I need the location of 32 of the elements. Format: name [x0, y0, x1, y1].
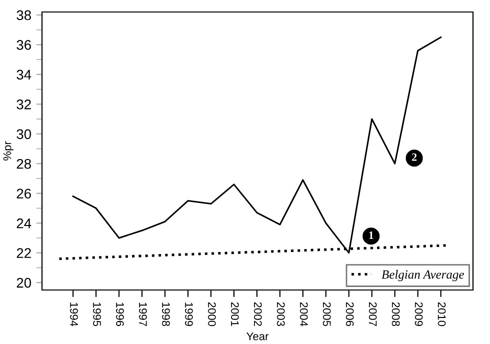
- x-tick-label: 1994: [70, 302, 78, 326]
- y-tick-label: 28: [16, 158, 31, 169]
- x-tick-label: 2010: [438, 302, 446, 326]
- annotation: 1: [369, 232, 374, 239]
- y-axis-title: %pr: [3, 141, 14, 160]
- y-tick-label: 38: [16, 10, 31, 20]
- y-tick-label: 32: [16, 100, 31, 110]
- x-tick-label: 2008: [392, 302, 400, 326]
- y-tick-label: 34: [16, 70, 32, 80]
- x-tick-label: 2004: [300, 302, 308, 326]
- x-tick-label: 2001: [230, 302, 239, 326]
- y-tick-label: 20: [16, 278, 32, 288]
- x-tick-label: 2000: [208, 302, 216, 326]
- x-tick-label: 1997: [139, 302, 147, 326]
- y-tick-label: 26: [16, 188, 31, 199]
- x-tick-label: 1999: [184, 302, 193, 326]
- x-tick-label: 2002: [254, 302, 262, 326]
- x-tick-label: 2009: [414, 302, 423, 326]
- y-tick-label: 30: [16, 129, 32, 140]
- x-tick-label: 1996: [116, 302, 124, 326]
- x-tick-label: 2007: [368, 302, 377, 326]
- x-tick-label: 1998: [162, 302, 170, 326]
- x-tick-label: 1995: [93, 302, 101, 326]
- y-tick-label: 36: [16, 40, 31, 50]
- annotation: 2: [412, 153, 417, 161]
- y-tick-label: 22: [16, 248, 31, 258]
- legend-label: Belgian Average: [382, 270, 464, 282]
- x-tick-label: 2003: [276, 302, 285, 326]
- x-axis-title: Year: [246, 332, 269, 340]
- y-tick-label: 24: [16, 218, 32, 228]
- x-tick-label: 2006: [346, 302, 354, 326]
- x-tick-label: 2005: [322, 302, 331, 326]
